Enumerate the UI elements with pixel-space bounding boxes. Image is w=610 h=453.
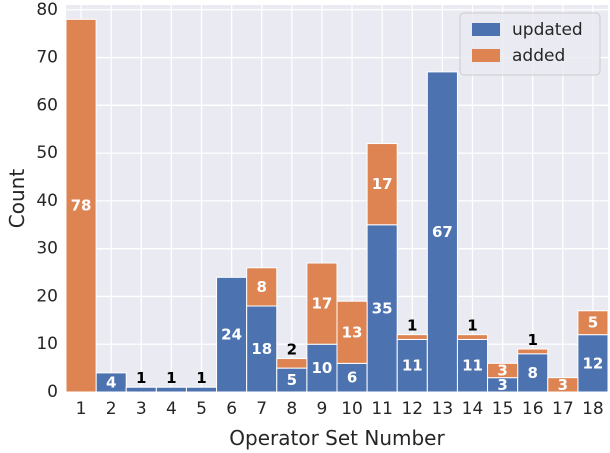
legend-label-updated: updated: [512, 20, 583, 40]
bar-added-7: [246, 267, 278, 307]
data-label-updated-7: 18: [251, 340, 272, 358]
data-label-added-14: 1: [467, 317, 477, 335]
x-axis-title: Operator Set Number: [229, 426, 445, 450]
data-label-added-8: 2: [287, 341, 297, 359]
y-tick-label: 70: [36, 48, 58, 68]
bar-added-16: [517, 348, 549, 355]
data-label-updated-8: 5: [287, 371, 297, 389]
x-tick-label: 11: [371, 399, 393, 419]
data-label-updated-2: 4: [106, 373, 116, 391]
bar-updated-3: [125, 386, 157, 393]
data-label-updated-14: 11: [462, 357, 483, 375]
data-label-updated-9: 10: [312, 359, 333, 377]
legend-swatch-updated: [472, 23, 500, 36]
data-label-updated-13: 67: [432, 223, 453, 241]
bar-updated-11: [366, 224, 398, 393]
data-label-updated-6: 24: [221, 326, 242, 344]
data-label-updated-10: 6: [347, 369, 357, 387]
data-label-added-1: 78: [71, 197, 92, 215]
x-tick-label: 4: [166, 399, 177, 419]
y-tick-label: 80: [36, 0, 58, 20]
bar-updated-5: [185, 386, 218, 393]
data-label-updated-12: 11: [402, 357, 423, 375]
data-label-added-16: 1: [528, 331, 538, 349]
x-tick-label: 15: [492, 399, 514, 419]
bars: [65, 18, 609, 393]
data-label-added-11: 17: [372, 175, 393, 193]
data-label-updated-15: 3: [497, 376, 507, 394]
y-tick-label: 0: [47, 382, 58, 402]
x-tick-label: 1: [76, 399, 87, 419]
x-tick-label: 7: [256, 399, 267, 419]
y-tick-label: 30: [36, 239, 58, 259]
bar-added-14: [456, 334, 489, 340]
bar-added-1: [65, 18, 97, 393]
data-label-added-12: 1: [407, 317, 417, 335]
bar-added-8: [276, 358, 308, 369]
data-label-updated-16: 8: [528, 364, 538, 382]
x-tick-label: 9: [317, 399, 328, 419]
y-tick-label: 60: [36, 95, 58, 115]
data-label-updated-5: 1: [196, 369, 206, 387]
x-tick-label: 2: [106, 399, 117, 419]
bar-added-15: [487, 362, 519, 379]
bar-updated-14: [456, 338, 489, 393]
legend-swatch-added: [472, 49, 500, 62]
x-tick-label: 12: [401, 399, 423, 419]
x-tick-label: 14: [462, 399, 484, 419]
data-label-updated-18: 12: [583, 354, 604, 372]
bar-updated-6: [216, 276, 248, 393]
x-tick-label: 10: [341, 399, 363, 419]
bar-added-11: [366, 143, 398, 226]
data-label-added-17: 3: [558, 376, 568, 394]
data-label-added-7: 8: [257, 278, 267, 296]
data-label-added-18: 5: [588, 314, 598, 332]
x-tick-label: 8: [286, 399, 297, 419]
bar-updated-7: [246, 305, 278, 393]
y-tick-labels: 0 10 20 30 40 50 60 70 80: [36, 0, 58, 402]
legend: updated added: [459, 12, 601, 76]
data-label-updated-11: 35: [372, 299, 393, 317]
bar-added-10: [336, 300, 368, 364]
x-tick-label: 17: [552, 399, 574, 419]
bar-updated-18: [577, 334, 609, 393]
y-tick-label: 20: [36, 286, 58, 306]
y-axis-title: Count: [5, 169, 29, 229]
y-tick-label: 10: [36, 334, 58, 354]
x-tick-label: 3: [136, 399, 147, 419]
x-tick-labels: 1 2 3 4 5 6 7 8 9 10 11 12 13 14 15 16 17 18: [76, 399, 604, 419]
x-tick-label: 16: [522, 399, 544, 419]
x-tick-label: 5: [196, 399, 207, 419]
bar-added-18: [577, 310, 609, 336]
bar-added-17: [547, 377, 579, 393]
bar-added-9: [306, 262, 338, 345]
data-label-added-9: 17: [312, 295, 333, 313]
y-tick-label: 40: [36, 191, 58, 211]
y-tick-label: 50: [36, 143, 58, 163]
bar-updated-4: [155, 386, 187, 393]
x-tick-label: 18: [582, 399, 604, 419]
x-tick-label: 6: [226, 399, 237, 419]
data-label-updated-4: 1: [166, 369, 176, 387]
data-label-added-15: 3: [497, 362, 507, 380]
bar-added-12: [396, 334, 428, 340]
legend-label-added: added: [512, 46, 565, 66]
data-label-added-10: 13: [342, 323, 363, 341]
bar-updated-12: [396, 338, 428, 393]
x-tick-label: 13: [432, 399, 454, 419]
bar-updated-16: [517, 353, 549, 393]
data-label-updated-3: 1: [136, 369, 146, 387]
bar-updated-13: [426, 71, 458, 393]
